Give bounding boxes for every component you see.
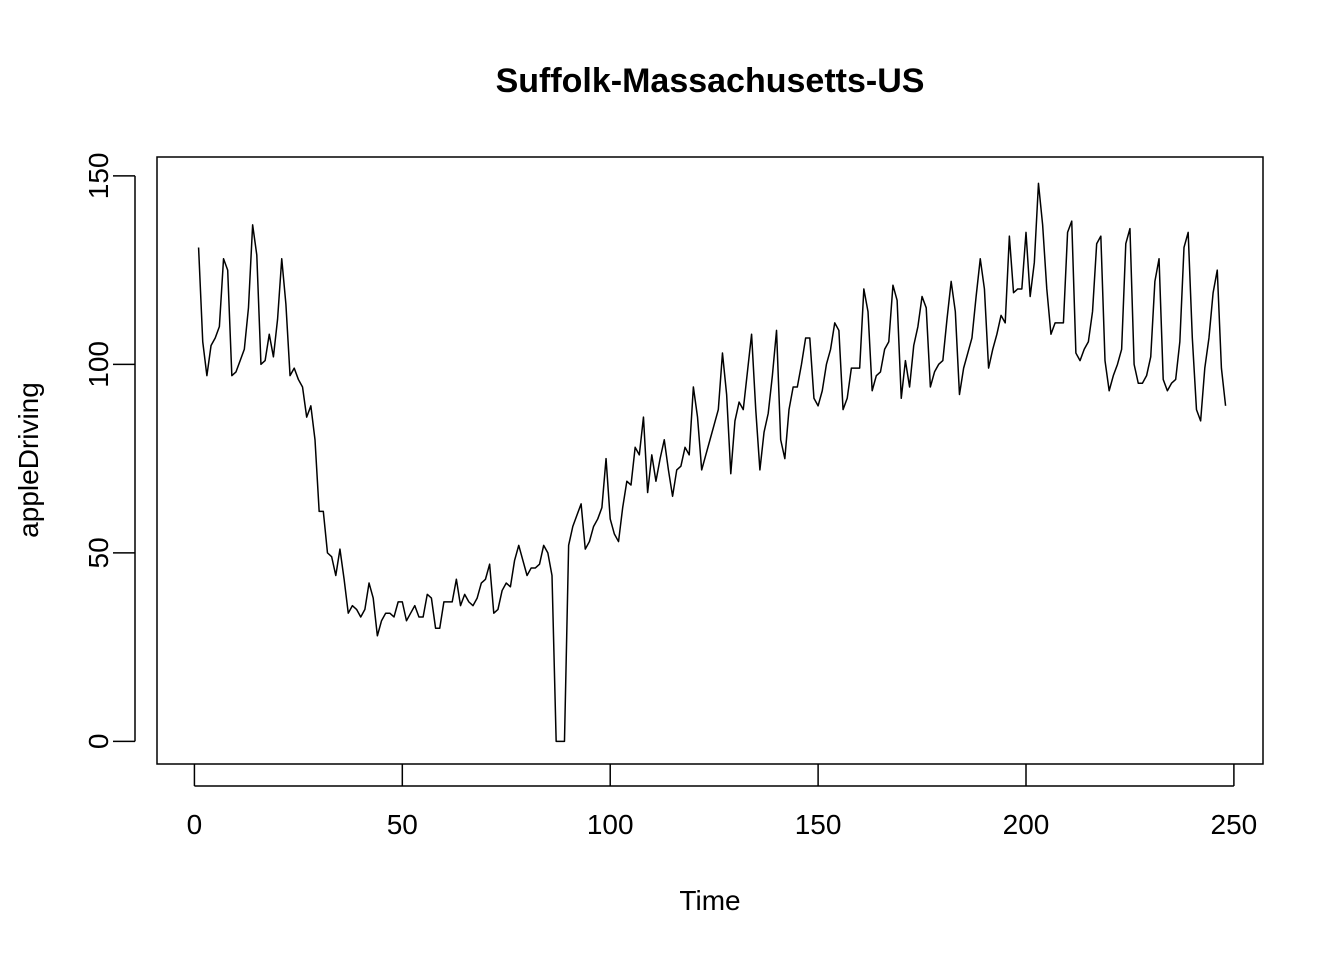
- y-axis-label: appleDriving: [13, 382, 44, 538]
- y-tick-label: 150: [83, 152, 114, 199]
- x-tick-label: 100: [587, 809, 634, 840]
- x-axis: 0 50 100 150 200 250: [187, 764, 1258, 840]
- plot-frame: [156, 156, 1264, 765]
- series-line: [197, 182, 1227, 743]
- x-tick-label: 0: [187, 809, 203, 840]
- y-tick-label: 100: [83, 341, 114, 388]
- x-tick-label: 150: [795, 809, 842, 840]
- x-tick-label: 200: [1003, 809, 1050, 840]
- x-tick-label: 250: [1211, 809, 1258, 840]
- chart-title: Suffolk-Massachusetts-US: [496, 62, 925, 100]
- x-tick-label: 50: [387, 809, 418, 840]
- y-tick-label: 50: [83, 537, 114, 568]
- x-axis-label: Time: [679, 885, 740, 916]
- y-tick-label: 0: [83, 734, 114, 750]
- y-axis: 0 50 100 150: [83, 152, 136, 750]
